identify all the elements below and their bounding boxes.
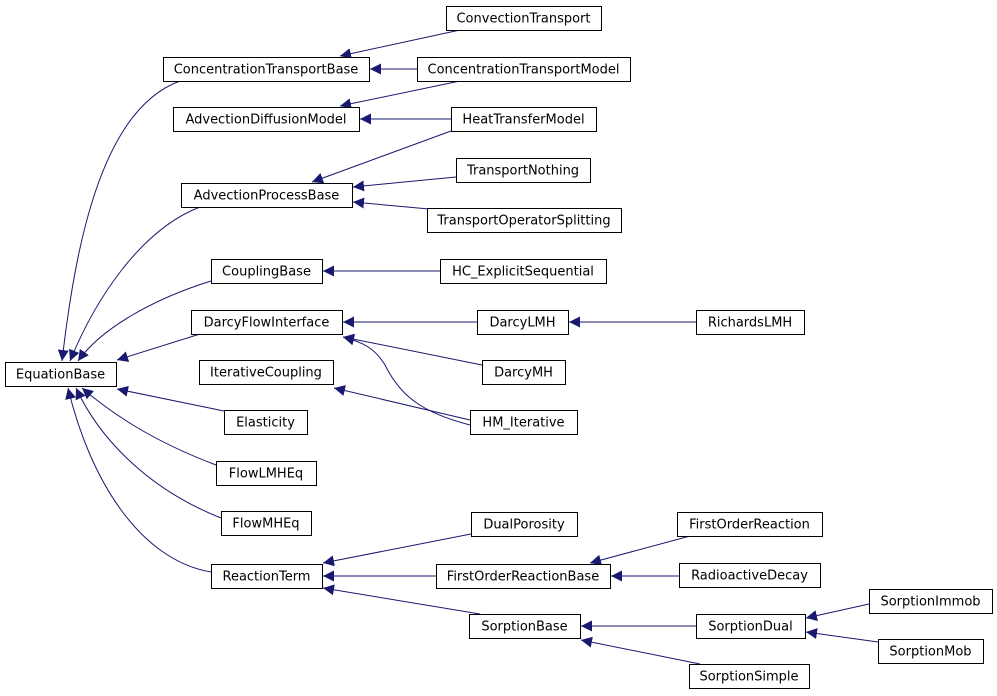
edge <box>580 636 701 665</box>
class-box <box>689 664 810 689</box>
class-label: SorptionBase <box>481 620 567 635</box>
class-box <box>696 614 806 639</box>
class-box <box>221 511 312 536</box>
class-box <box>181 183 353 208</box>
edge <box>57 80 181 362</box>
edge <box>75 387 222 519</box>
class-box <box>211 259 323 284</box>
class-box <box>679 563 821 588</box>
class-box <box>869 589 993 614</box>
class-box <box>696 310 805 335</box>
class-label: FlowLMHEq <box>229 467 303 482</box>
edge <box>805 628 879 643</box>
edge <box>81 387 217 466</box>
class-label: SorptionMob <box>889 645 971 660</box>
class-box <box>417 57 631 82</box>
class-box <box>477 310 569 335</box>
class-box <box>440 259 607 284</box>
class-box <box>211 564 323 589</box>
class-label: RadioactiveDecay <box>691 569 808 584</box>
class-label: FlowMHEq <box>232 517 299 532</box>
class-label: EquationBase <box>16 368 105 383</box>
class-label: ConvectionTransport <box>456 12 590 27</box>
class-box <box>199 360 334 385</box>
class-label: SorptionImmob <box>880 595 980 610</box>
edges <box>57 29 879 665</box>
class-label: SorptionSimple <box>699 670 798 685</box>
edge <box>69 206 201 362</box>
class-label: CouplingBase <box>222 265 311 280</box>
edge <box>342 334 471 426</box>
class-label: DarcyLMH <box>489 316 555 331</box>
class-box <box>456 158 591 183</box>
edge <box>333 385 471 421</box>
class-box <box>878 639 984 664</box>
class-box <box>427 208 622 233</box>
class-label: SorptionDual <box>708 620 793 635</box>
class-box <box>216 461 317 486</box>
class-label: FirstOrderReaction <box>689 518 810 533</box>
class-box <box>471 512 578 537</box>
class-box <box>436 564 611 589</box>
edge <box>805 603 870 621</box>
edge <box>339 80 461 110</box>
class-label: HM_Iterative <box>482 416 564 431</box>
class-label: TransportOperatorSplitting <box>436 214 610 229</box>
class-box <box>482 360 566 385</box>
edge <box>116 385 225 412</box>
edge <box>116 333 201 362</box>
edge <box>339 29 461 60</box>
nodes: EquationBase ConcentrationTransportBase Co… <box>5 6 993 689</box>
class-box <box>163 57 370 82</box>
class-box <box>173 107 360 132</box>
edge <box>77 280 212 362</box>
edge <box>352 176 457 192</box>
edge <box>322 533 472 567</box>
class-label: DarcyFlowInterface <box>204 316 330 331</box>
edge <box>352 197 441 211</box>
class-label: AdvectionProcessBase <box>194 189 340 204</box>
class-box <box>5 362 117 387</box>
class-label: DarcyMH <box>494 366 553 381</box>
edge <box>342 333 483 366</box>
class-label: Elasticity <box>236 416 295 431</box>
edge <box>322 584 481 615</box>
class-label: ConcentrationTransportBase <box>174 63 359 78</box>
class-label: ReactionTerm <box>223 570 311 585</box>
class-label: TransportNothing <box>466 164 579 179</box>
class-label: ConcentrationTransportModel <box>428 63 620 78</box>
class-box <box>224 410 308 435</box>
edge <box>589 535 691 566</box>
class-label: FirstOrderReactionBase <box>447 570 599 585</box>
edge <box>65 387 212 573</box>
class-box <box>191 310 343 335</box>
class-box <box>451 107 597 132</box>
class-label: HeatTransferModel <box>462 113 584 128</box>
class-box <box>677 512 823 537</box>
edge <box>311 130 452 184</box>
class-label: AdvectionDiffusionModel <box>185 113 346 128</box>
class-box <box>469 614 581 639</box>
class-label: DualPorosity <box>483 518 565 533</box>
class-box <box>470 410 578 435</box>
class-label: RichardsLMH <box>708 316 792 331</box>
class-box <box>446 6 602 31</box>
class-label: HC_ExplicitSequential <box>452 265 594 280</box>
class-label: IterativeCoupling <box>210 366 322 381</box>
